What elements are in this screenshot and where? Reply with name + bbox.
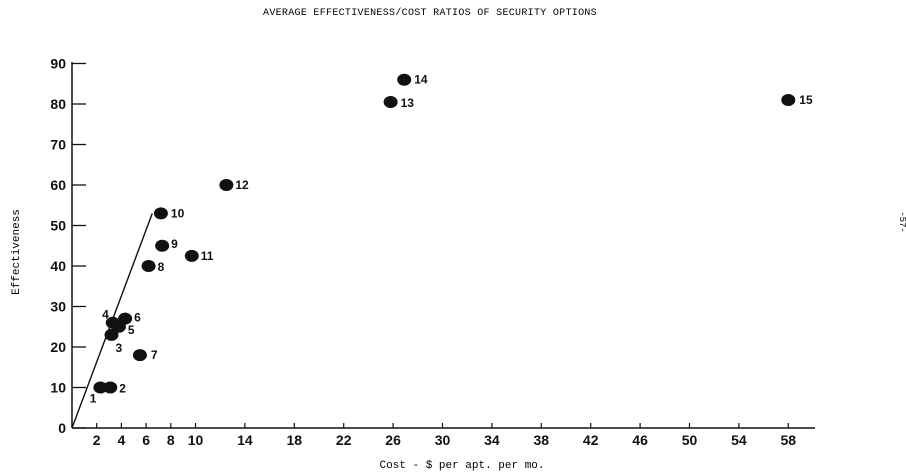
data-point-10 xyxy=(153,207,168,220)
x-tick-label: 38 xyxy=(534,432,550,448)
data-point-11 xyxy=(184,249,199,262)
data-point-1 xyxy=(93,381,108,394)
data-point-label: 7 xyxy=(151,348,158,362)
data-point-7 xyxy=(132,349,147,362)
x-tick-label: 42 xyxy=(583,432,599,448)
data-point-label: 8 xyxy=(158,260,165,274)
data-point-label: 5 xyxy=(128,323,135,337)
x-tick-label: 18 xyxy=(287,432,303,448)
data-point-label: 3 xyxy=(116,341,123,355)
data-point-9 xyxy=(155,239,170,252)
y-tick-label: 10 xyxy=(50,380,66,396)
page-number-note: -57- xyxy=(897,211,906,233)
x-tick-label: 6 xyxy=(142,432,150,448)
y-axis-label: Effectiveness xyxy=(11,209,23,295)
y-tick-label: 0 xyxy=(58,420,66,436)
y-tick-label: 30 xyxy=(50,299,66,315)
x-tick-label: 54 xyxy=(731,432,747,448)
x-tick-label: 26 xyxy=(385,432,401,448)
data-point-label: 12 xyxy=(235,178,249,192)
x-tick-label: 10 xyxy=(188,432,204,448)
x-tick-label: 2 xyxy=(93,432,101,448)
x-tick-label: 46 xyxy=(632,432,648,448)
data-point-6 xyxy=(118,312,133,325)
x-tick-label: 50 xyxy=(682,432,698,448)
data-point-2 xyxy=(103,381,118,394)
data-point-label: 13 xyxy=(401,96,415,110)
data-point-label: 11 xyxy=(201,249,214,263)
data-point-label: 9 xyxy=(171,237,178,251)
x-tick-label: 22 xyxy=(336,432,352,448)
data-point-8 xyxy=(141,260,156,272)
x-tick-label: 14 xyxy=(237,432,253,448)
y-tick-label: 20 xyxy=(50,339,66,355)
y-tick-label: 40 xyxy=(50,258,66,274)
data-point-label: 15 xyxy=(799,93,813,107)
y-tick-label: 70 xyxy=(50,137,66,153)
data-point-label: 4 xyxy=(102,308,109,322)
data-point-12 xyxy=(219,179,234,191)
x-tick-label: 58 xyxy=(781,432,797,448)
y-tick-label: 80 xyxy=(50,96,66,112)
x-tick-label: 8 xyxy=(167,432,175,448)
data-point-13 xyxy=(383,95,398,108)
data-point-label: 2 xyxy=(119,382,126,396)
chart-title: AVERAGE EFFECTIVENESS/COST RATIOS OF SEC… xyxy=(263,7,597,19)
y-tick-label: 50 xyxy=(50,218,66,234)
x-tick-label: 30 xyxy=(435,432,451,448)
data-point-label: 6 xyxy=(134,311,141,325)
data-point-3 xyxy=(104,328,119,341)
x-ticks: 2 4 6 8 10 14 18 22 26 30 34 38 42 46 50 54 58 xyxy=(93,423,796,448)
data-point-label: 14 xyxy=(414,73,428,87)
x-tick-label: 4 xyxy=(118,432,126,448)
data-point-15 xyxy=(781,93,796,106)
x-axis-label: Cost - $ per apt. per mo. xyxy=(379,460,544,472)
y-tick-label: 60 xyxy=(50,177,66,193)
data-point-label: 10 xyxy=(171,206,185,220)
y-tick-label: 90 xyxy=(50,56,66,72)
data-point-label: 1 xyxy=(90,392,97,406)
x-tick-label: 34 xyxy=(484,432,500,448)
y-ticks: 0 10 20 30 40 50 60 70 80 90 xyxy=(50,56,86,436)
data-point-14 xyxy=(397,73,412,86)
